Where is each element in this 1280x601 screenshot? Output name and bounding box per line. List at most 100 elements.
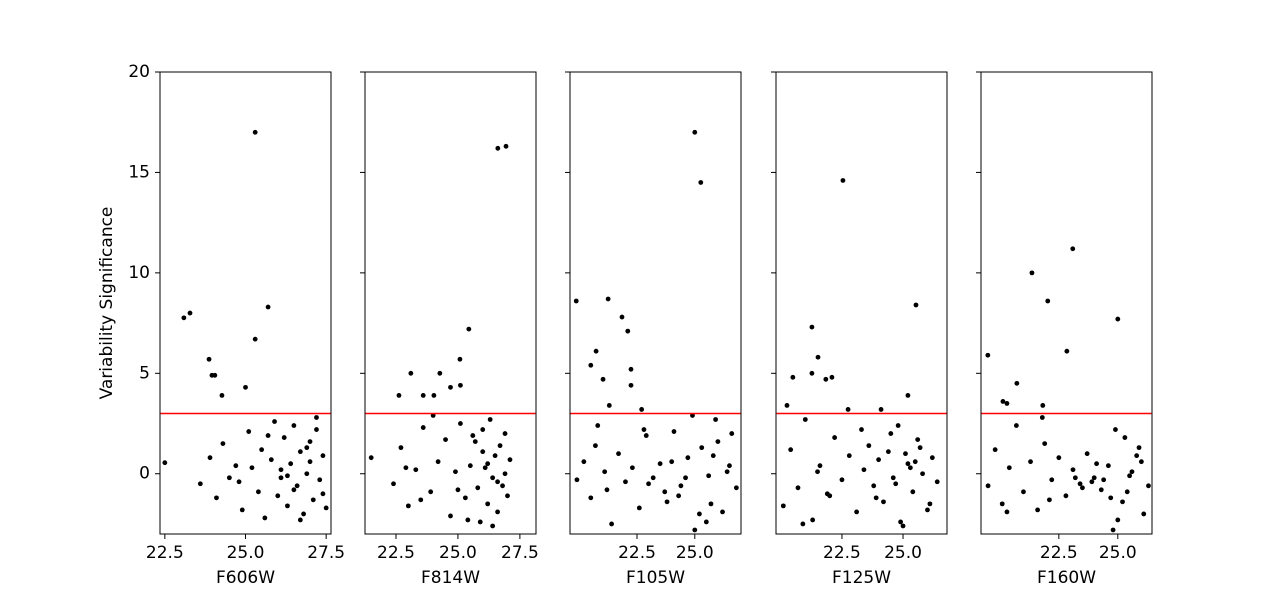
point bbox=[275, 493, 281, 499]
point bbox=[320, 453, 326, 459]
point bbox=[1004, 401, 1010, 406]
y-axis-label: Variability Significance bbox=[97, 207, 117, 400]
point bbox=[619, 314, 625, 320]
y-tick-label: 0 bbox=[139, 464, 150, 484]
point bbox=[162, 460, 168, 466]
point bbox=[259, 447, 265, 453]
point bbox=[905, 393, 911, 398]
point bbox=[470, 433, 476, 438]
point bbox=[314, 415, 319, 420]
point bbox=[628, 382, 634, 388]
point bbox=[823, 376, 829, 382]
point bbox=[1115, 316, 1121, 322]
x-axis-label: F105W bbox=[626, 568, 685, 588]
x-tick-label: 25.0 bbox=[227, 543, 265, 563]
point bbox=[285, 503, 290, 509]
point bbox=[692, 527, 698, 533]
point bbox=[595, 423, 601, 428]
point bbox=[485, 501, 491, 507]
point bbox=[671, 429, 677, 434]
point bbox=[457, 356, 463, 362]
axes-frame bbox=[775, 71, 948, 535]
point bbox=[636, 505, 642, 511]
point bbox=[323, 505, 329, 511]
point bbox=[1077, 481, 1083, 487]
axes-frame bbox=[980, 71, 1153, 535]
point bbox=[866, 443, 872, 449]
point bbox=[629, 465, 635, 471]
point bbox=[482, 465, 488, 471]
point bbox=[893, 481, 899, 487]
point bbox=[898, 519, 903, 525]
point bbox=[443, 437, 448, 442]
point bbox=[664, 499, 670, 505]
axes-frame bbox=[364, 71, 537, 535]
point bbox=[676, 493, 682, 499]
point bbox=[802, 417, 808, 422]
x-tick-label: 22.5 bbox=[1040, 543, 1078, 563]
point bbox=[861, 467, 867, 473]
point bbox=[1021, 489, 1026, 495]
point bbox=[262, 515, 268, 521]
point bbox=[398, 445, 404, 451]
point bbox=[418, 497, 424, 503]
point bbox=[641, 427, 647, 432]
point bbox=[1098, 487, 1104, 493]
point bbox=[1045, 298, 1051, 304]
point bbox=[233, 463, 239, 469]
point bbox=[212, 372, 218, 378]
point bbox=[903, 451, 908, 457]
point bbox=[485, 461, 491, 467]
point bbox=[876, 457, 881, 463]
point bbox=[871, 483, 877, 489]
point bbox=[999, 501, 1005, 507]
point bbox=[285, 473, 290, 479]
point bbox=[206, 356, 212, 362]
x-axis-label: F125W bbox=[832, 568, 891, 588]
point bbox=[1042, 441, 1048, 447]
point bbox=[917, 445, 923, 451]
point bbox=[467, 463, 473, 469]
point bbox=[480, 427, 486, 432]
point bbox=[800, 521, 806, 527]
point bbox=[600, 376, 606, 382]
point bbox=[692, 129, 698, 135]
point bbox=[304, 471, 310, 477]
point bbox=[628, 366, 634, 372]
point bbox=[854, 509, 860, 515]
point bbox=[252, 336, 258, 342]
point bbox=[265, 304, 271, 310]
point bbox=[307, 439, 313, 444]
point bbox=[301, 511, 306, 517]
point bbox=[430, 413, 436, 418]
point bbox=[462, 495, 468, 501]
point bbox=[466, 326, 472, 332]
point bbox=[495, 145, 501, 151]
point bbox=[1035, 507, 1041, 513]
point bbox=[219, 393, 225, 398]
point bbox=[602, 469, 608, 475]
point bbox=[795, 485, 801, 491]
point bbox=[790, 374, 796, 380]
point bbox=[1129, 469, 1135, 475]
point bbox=[685, 455, 691, 461]
point bbox=[1120, 499, 1125, 505]
point bbox=[472, 439, 478, 444]
point bbox=[839, 477, 845, 483]
point bbox=[985, 483, 991, 489]
point bbox=[895, 423, 901, 428]
point bbox=[448, 384, 453, 390]
point bbox=[900, 523, 906, 529]
point bbox=[480, 449, 486, 455]
point bbox=[604, 487, 610, 493]
point bbox=[815, 354, 821, 360]
point bbox=[1113, 427, 1118, 432]
point bbox=[925, 507, 930, 513]
point bbox=[605, 296, 611, 302]
point bbox=[288, 461, 294, 467]
point bbox=[403, 465, 409, 471]
point bbox=[495, 479, 500, 485]
point bbox=[881, 499, 886, 505]
point bbox=[888, 431, 894, 436]
point bbox=[915, 437, 921, 442]
